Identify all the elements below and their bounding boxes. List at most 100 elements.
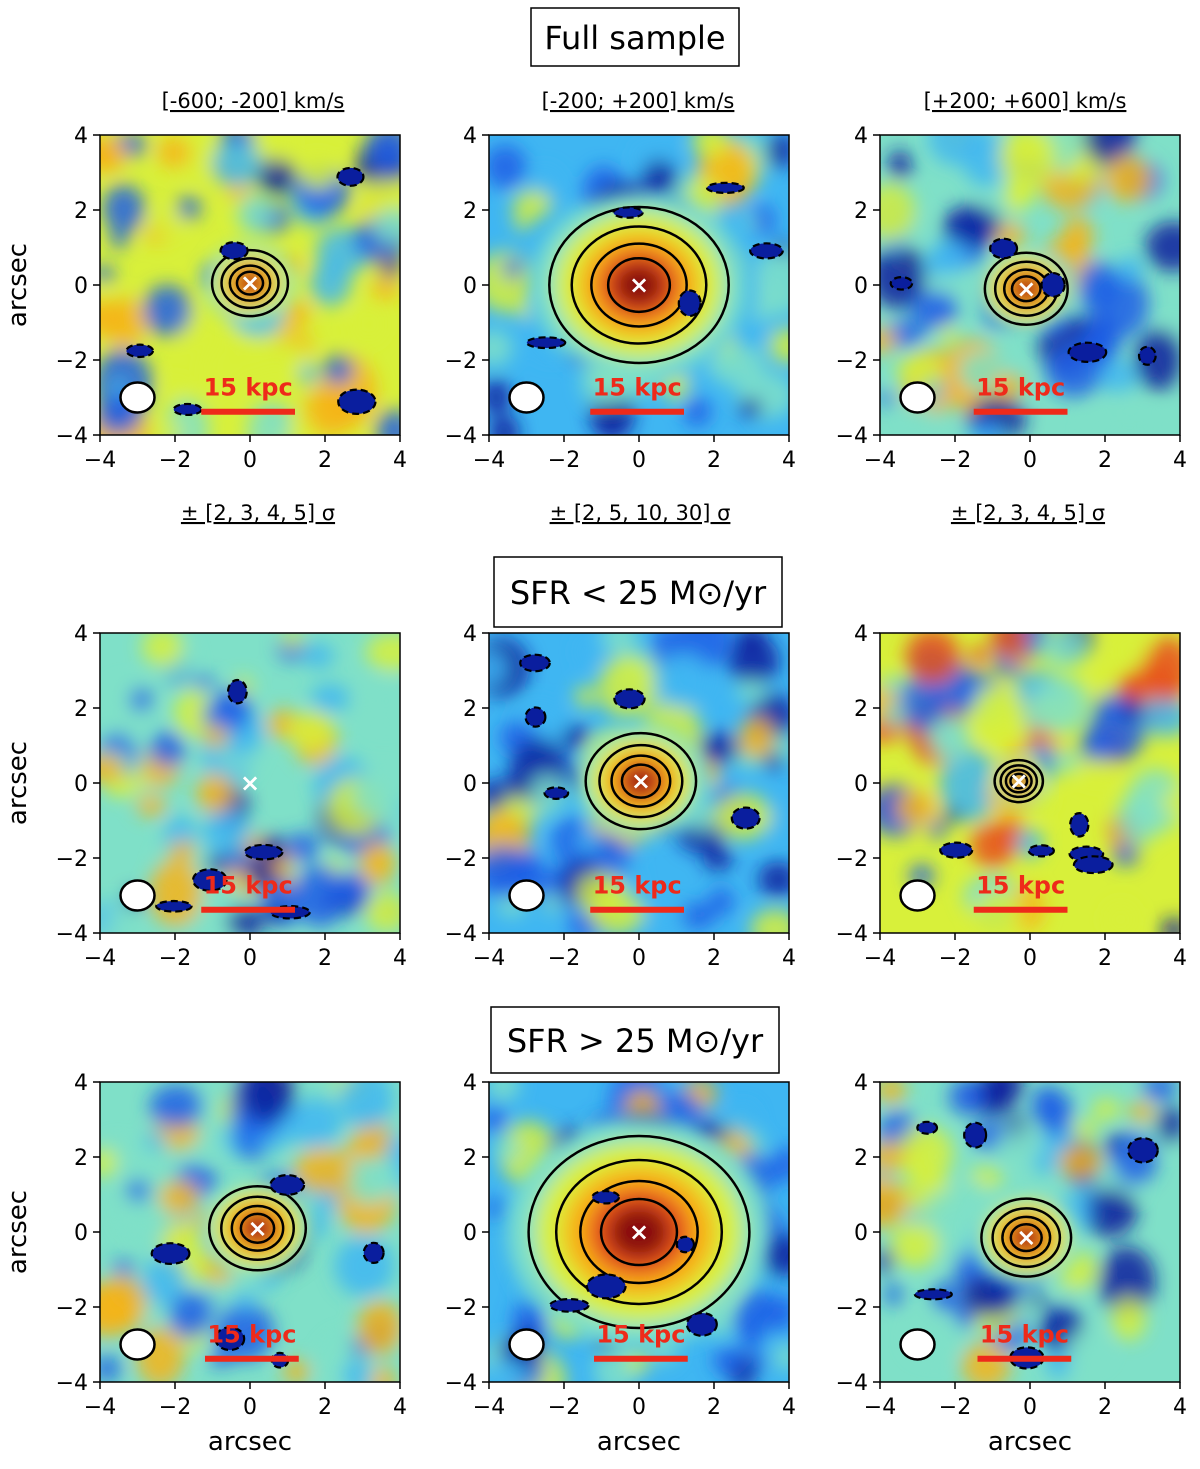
noise-blob	[578, 637, 606, 667]
negative-contour	[612, 206, 644, 219]
noise-blob	[127, 1179, 150, 1203]
negative-contour	[1040, 271, 1066, 298]
center-marker: ×	[1016, 275, 1036, 303]
positive-contours	[993, 758, 1045, 804]
noise-blob	[373, 207, 400, 244]
x-tick-label: 0	[632, 1395, 646, 1420]
noise-blob	[234, 1290, 256, 1312]
x-tick-label: −2	[939, 946, 971, 971]
contour-line	[220, 257, 280, 310]
noise-blob	[1116, 675, 1142, 701]
y-tick-label: 4	[463, 622, 477, 647]
contour-line	[1004, 768, 1033, 794]
noise-blob	[749, 204, 776, 236]
noise-blob	[282, 1359, 310, 1382]
noise-blob	[1058, 1145, 1102, 1179]
x-axis-label: arcsec	[988, 1427, 1072, 1457]
contour-line	[1001, 1215, 1052, 1260]
contour-levels-label-right: ± [2, 3, 4, 5] σ	[951, 501, 1105, 525]
noise-blob	[678, 902, 716, 930]
emission-layer	[613, 263, 665, 307]
noise-blob	[1091, 670, 1114, 698]
noise-blob	[1039, 633, 1088, 669]
central-emission	[200, 1178, 315, 1279]
noise-blob	[489, 251, 535, 314]
row-title-text: SFR < 25 M⊙/yr	[510, 574, 767, 612]
negative-contours	[939, 812, 1114, 875]
y-tick-label: −2	[836, 847, 868, 872]
noise-blob	[504, 851, 544, 889]
y-tick-label: −4	[445, 1371, 477, 1396]
noise-blob	[1139, 696, 1180, 737]
noise-blob	[888, 149, 912, 180]
contour-line	[1009, 1222, 1043, 1253]
contour-line	[570, 225, 708, 345]
scale-bar-label: 15 kpc	[593, 374, 682, 402]
noise-blob	[489, 144, 527, 190]
emission-layer	[1014, 278, 1038, 299]
x-tick-label: 4	[1173, 946, 1187, 971]
noise-blob	[601, 633, 639, 656]
negative-contour	[172, 402, 203, 417]
y-tick-label: 4	[463, 124, 477, 149]
x-tick-label: −4	[473, 1395, 505, 1420]
noise-blob	[1111, 1297, 1146, 1341]
contour-levels-label-center: ± [2, 5, 10, 30] σ	[550, 501, 731, 525]
noise-blob	[993, 374, 1024, 398]
positive-contours	[980, 1197, 1073, 1278]
y-tick-label: 4	[854, 1071, 868, 1096]
noise-blob	[653, 652, 712, 708]
y-tick-label: 2	[463, 697, 477, 722]
noise-blob	[196, 773, 234, 814]
heatmap-image	[880, 633, 1180, 933]
x-tick-label: −4	[473, 448, 505, 473]
noise-blob	[928, 717, 971, 752]
noise-blob	[741, 1323, 763, 1351]
negative-contour	[916, 1120, 939, 1135]
negative-contour	[1137, 345, 1157, 366]
noise-blob	[735, 633, 769, 651]
negative-contour	[705, 181, 745, 195]
noise-blob	[1162, 789, 1180, 815]
noise-blob	[939, 324, 957, 346]
noise-blob	[730, 1105, 755, 1136]
noise-blob	[905, 633, 960, 685]
scale-bar	[973, 906, 1068, 913]
noise-blob	[758, 861, 789, 898]
y-tick-label: 0	[74, 772, 88, 797]
positive-contours	[527, 1134, 751, 1330]
negative-contour	[543, 786, 570, 800]
negative-contour	[889, 276, 914, 291]
x-tick-label: 0	[243, 448, 257, 473]
noise-blob	[158, 1180, 200, 1215]
noise-blob	[1083, 411, 1140, 435]
noise-blob	[309, 260, 352, 306]
y-axis-label: arcsec	[3, 741, 33, 825]
noise-blob	[896, 1125, 954, 1182]
center-marker: ×	[631, 767, 651, 795]
noise-blob	[986, 1082, 1024, 1103]
x-tick-label: 4	[782, 1395, 796, 1420]
scale-bar-label: 15 kpc	[976, 872, 1065, 900]
noise-blob	[708, 887, 735, 916]
noise-blob	[142, 1254, 187, 1307]
scale-bar-label: 15 kpc	[596, 1321, 685, 1349]
contour-line	[548, 205, 730, 365]
noise-blob	[489, 415, 520, 435]
panel-grid: 15 kpc × −4 −2 0 2 4 −4 −2 0 2 4 arcsec 15 kpc × −4 −2 0 2…	[3, 124, 1187, 1457]
noise-blob	[881, 702, 905, 730]
x-tick-label: 4	[393, 946, 407, 971]
positive-contours	[210, 248, 290, 318]
x-tick-label: 4	[1173, 448, 1187, 473]
noise-blob	[773, 1344, 789, 1371]
y-tick-label: −2	[836, 349, 868, 374]
panel-r0-c2: 15 kpc × −4 −2 0 2 4 −4 −2 0 2 4	[836, 124, 1187, 473]
x-tick-label: −4	[84, 448, 116, 473]
beam-ellipse	[508, 879, 545, 912]
y-axis-label: arcsec	[3, 243, 33, 327]
noise-blob	[752, 1354, 769, 1369]
contour-line	[620, 763, 662, 799]
y-tick-label: −4	[445, 922, 477, 947]
noise-blob	[147, 212, 182, 238]
noise-field	[100, 633, 400, 933]
